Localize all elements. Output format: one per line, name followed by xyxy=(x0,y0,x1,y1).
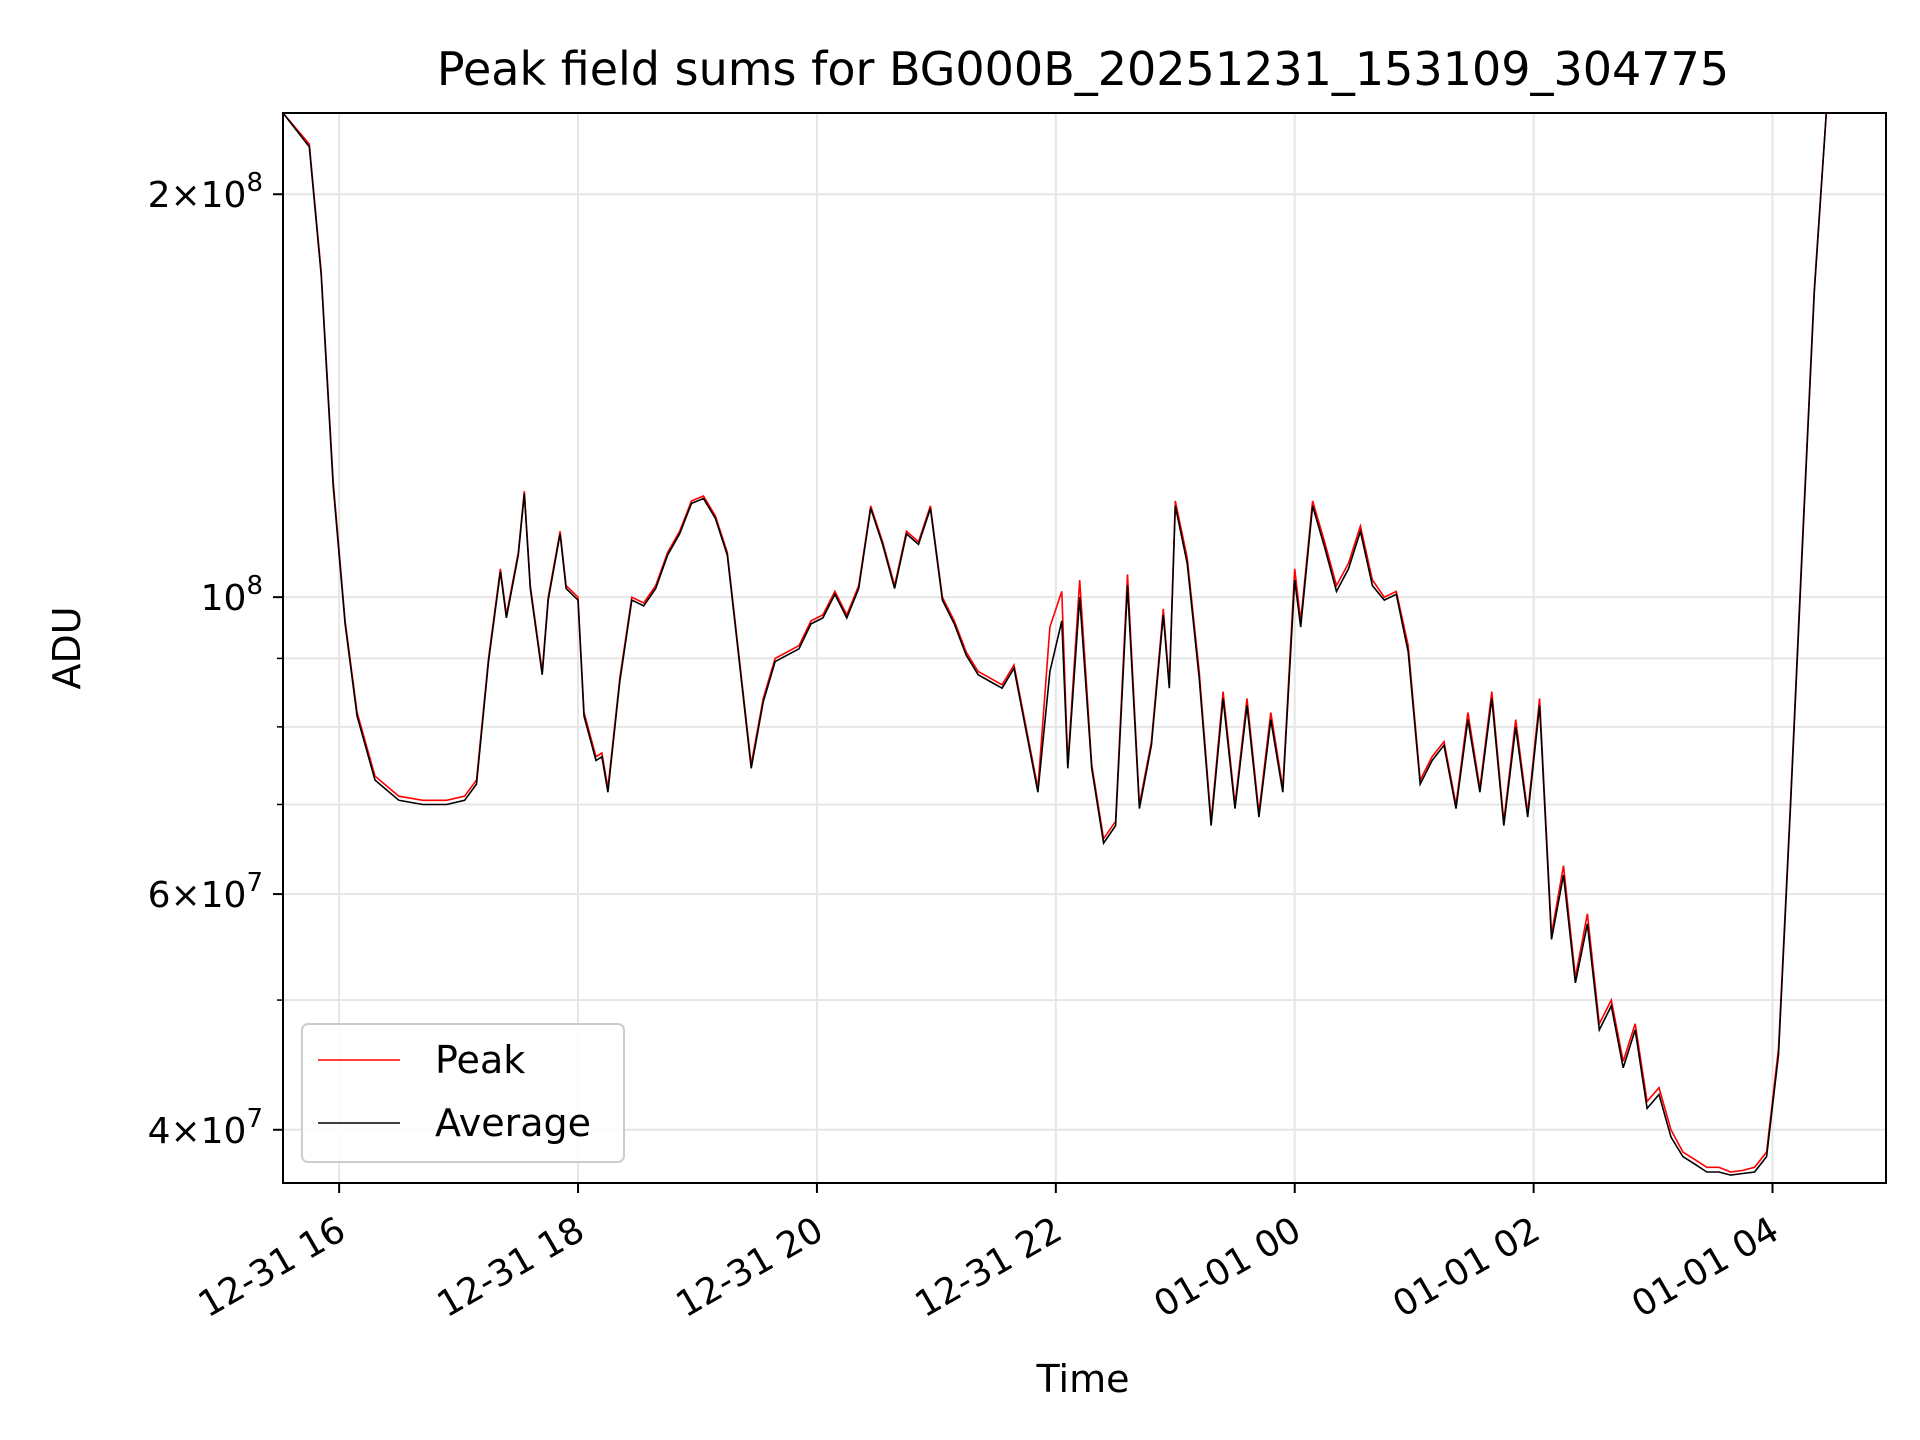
y-tick-label: 4×107 xyxy=(148,1104,263,1152)
y-tick-exponent: 8 xyxy=(246,168,263,198)
y-tick-label: 108 xyxy=(201,571,263,619)
y-tick-times: ×10 xyxy=(170,1111,246,1152)
y-tick-exponent: 7 xyxy=(246,868,263,898)
y-tick-label: 2×108 xyxy=(148,168,263,216)
y-axis-label: ADU xyxy=(45,606,89,689)
y-tick-times: ×10 xyxy=(170,875,246,916)
legend: Peak Average xyxy=(301,1023,625,1163)
x-axis-label: Time xyxy=(1036,1357,1130,1401)
chart-title: Peak field sums for BG000B_20251231_1531… xyxy=(437,42,1729,96)
series-line-average xyxy=(282,112,1828,1176)
series-layer xyxy=(282,112,1828,1176)
y-tick-base: 10 xyxy=(201,578,247,619)
y-tick-mantissa: 6 xyxy=(148,875,171,916)
y-tick-exponent: 8 xyxy=(246,571,263,601)
y-tick-exponent: 7 xyxy=(246,1104,263,1134)
y-tick-label: 6×107 xyxy=(148,868,263,916)
y-tick-mantissa: 2 xyxy=(148,175,171,216)
y-tick-times: ×10 xyxy=(170,175,246,216)
y-tick-mantissa: 4 xyxy=(148,1111,171,1152)
plot-frame xyxy=(282,112,1887,1184)
legend-label-average: Average xyxy=(435,1101,591,1145)
legend-box xyxy=(301,1023,625,1163)
legend-label-peak: Peak xyxy=(435,1038,525,1082)
